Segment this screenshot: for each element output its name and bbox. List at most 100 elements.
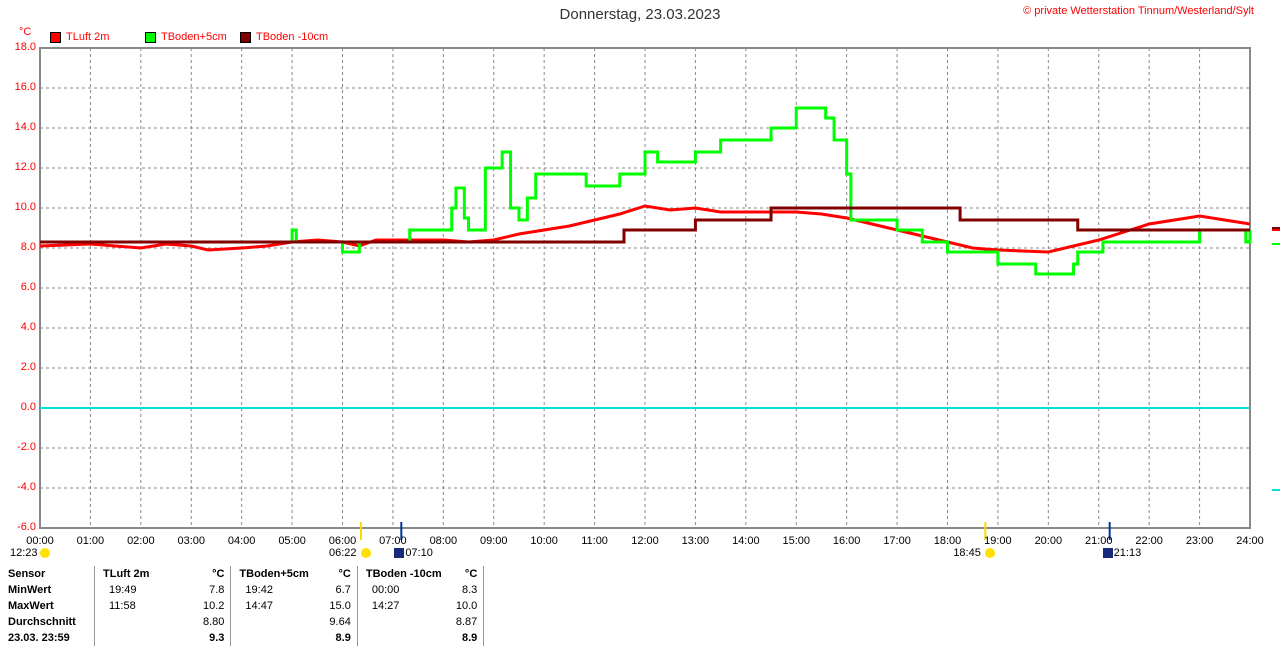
x-tick-label: 09:00 xyxy=(479,535,508,547)
twilight-icon xyxy=(1102,548,1113,558)
y-tick-label: 2.0 xyxy=(20,361,36,373)
legend-swatch xyxy=(50,31,61,43)
table-cell: 10.2 xyxy=(201,598,232,614)
y-tick-label: 8.0 xyxy=(20,241,36,253)
astro-time: 21:13 xyxy=(1113,547,1142,559)
table-cell xyxy=(357,614,454,630)
table-cell: MaxWert xyxy=(6,598,95,614)
table-cell: TBoden -10cm xyxy=(365,568,442,580)
legend-swatch xyxy=(240,31,251,43)
table-cell: 8.9 xyxy=(453,630,485,646)
legend-label: TLuft 2m xyxy=(66,31,110,43)
table-cell: 15.0 xyxy=(327,598,358,614)
series-line xyxy=(39,204,1251,254)
table-cell xyxy=(95,614,202,630)
x-tick-label: 12:00 xyxy=(631,535,659,547)
y-unit: °C xyxy=(19,26,32,38)
astro-time: 07:10 xyxy=(405,547,433,559)
table-cell: 8.87 xyxy=(453,614,485,630)
x-tick-label: 01:00 xyxy=(76,535,105,547)
legend-item: TLuft 2m xyxy=(50,31,109,43)
x-tick-label: 17:00 xyxy=(883,535,911,547)
x-tick-label: 00:00 xyxy=(26,535,54,547)
y-tick-label: 10.0 xyxy=(14,201,36,213)
astro-time: 18:45 xyxy=(953,547,981,559)
x-tick-label: 21:00 xyxy=(1084,535,1113,547)
table-cell: MinWert xyxy=(6,582,95,598)
table-cell: °C xyxy=(453,566,485,582)
plot-frame xyxy=(39,47,1251,529)
x-tick-label: 13:00 xyxy=(681,535,710,547)
chart-title: Donnerstag, 23.03.2023 xyxy=(559,6,721,23)
x-tick-label: 18:00 xyxy=(933,535,962,547)
x-tick-label: 10:00 xyxy=(530,535,558,547)
legend-swatch xyxy=(145,31,156,43)
table-cell: 14:47 xyxy=(245,600,273,612)
table-cell: TBoden+5cm xyxy=(239,568,309,580)
table-cell xyxy=(95,630,202,646)
table-row: MaxWert 11:58 10.2 14:47 15.0 14:27 10.0 xyxy=(6,598,485,614)
table-cell: 7.8 xyxy=(201,582,232,598)
y-tick-label: 18.0 xyxy=(14,41,36,53)
legend-label: TBoden -10cm xyxy=(256,31,329,43)
table-cell: 9.3 xyxy=(201,630,232,646)
x-tick-label: 23:00 xyxy=(1185,535,1214,547)
table-row: MinWert 19:49 7.8 19:42 6.7 00:00 8.3 xyxy=(6,582,485,598)
x-tick-label: 05:00 xyxy=(278,535,306,547)
twilight-icon xyxy=(394,548,405,558)
astro-time: 12:23 xyxy=(10,547,38,559)
y-tick-label: 12.0 xyxy=(14,161,36,173)
moon-icon xyxy=(40,548,50,558)
x-tick-label: 02:00 xyxy=(127,535,155,547)
table-cell: TLuft 2m xyxy=(103,568,150,580)
series-line xyxy=(40,106,1252,276)
x-tick-label: 08:00 xyxy=(429,535,458,547)
table-cell: Sensor xyxy=(6,566,95,582)
table-cell: 23.03. 23:59 xyxy=(6,630,95,646)
y-tick-label: -2.0 xyxy=(17,441,36,453)
y-tick-label: -6.0 xyxy=(17,521,36,533)
y-tick-label: 14.0 xyxy=(14,121,36,133)
table-header: Sensor TLuft 2m °C TBoden+5cm °C TBoden -10cm… xyxy=(6,566,485,582)
x-tick-label: 16:00 xyxy=(832,535,861,547)
x-tick-label: 20:00 xyxy=(1034,535,1063,547)
x-tick-label: 04:00 xyxy=(227,535,256,547)
table-cell: °C xyxy=(201,566,232,582)
legend-label: TBoden+5cm xyxy=(161,31,227,43)
table-cell: 6.7 xyxy=(327,582,358,598)
table-cell: 8.9 xyxy=(327,630,358,646)
x-tick-label: 24:00 xyxy=(1236,535,1264,547)
astro-time: 06:22 xyxy=(328,547,357,559)
y-tick-label: -4.0 xyxy=(17,481,36,493)
table-cell: 8.3 xyxy=(453,582,485,598)
table-cell: 14:27 xyxy=(371,600,400,612)
x-tick-label: 14:00 xyxy=(732,535,760,547)
table-cell: 11:58 xyxy=(109,600,136,612)
x-tick-label: 19:00 xyxy=(984,535,1012,547)
x-tick-label: 22:00 xyxy=(1135,535,1163,547)
series-line xyxy=(40,206,1250,244)
table-row: Durchschnitt 8.80 9.64 8.87 xyxy=(6,614,485,630)
table-cell: 19:49 xyxy=(109,584,137,596)
x-tick-label: 07:00 xyxy=(379,535,407,547)
legend-item: TBoden -10cm xyxy=(240,31,328,43)
table-row: 23.03. 23:59 9.3 8.9 8.9 xyxy=(6,630,485,646)
x-tick-label: 15:00 xyxy=(782,535,811,547)
y-tick-label: 4.0 xyxy=(20,321,36,333)
x-tick-label: 06:00 xyxy=(328,535,357,547)
sunset-icon xyxy=(985,548,996,558)
y-tick-label: 16.0 xyxy=(14,81,36,93)
stats-table: Sensor TLuft 2m °C TBoden+5cm °C TBoden -10cm… xyxy=(6,566,485,646)
x-tick-label: 11:00 xyxy=(581,535,608,547)
table-cell: 10.0 xyxy=(453,598,485,614)
sunrise-icon xyxy=(360,548,371,558)
table-cell xyxy=(357,630,454,646)
table-cell: 8.80 xyxy=(201,614,232,630)
table-cell: 00:00 xyxy=(371,584,400,596)
x-tick-label: 03:00 xyxy=(177,535,206,547)
table-cell: 19:42 xyxy=(245,584,273,596)
table-cell xyxy=(231,630,328,646)
table-cell: Durchschnitt xyxy=(6,614,95,630)
table-cell: 9.64 xyxy=(327,614,358,630)
